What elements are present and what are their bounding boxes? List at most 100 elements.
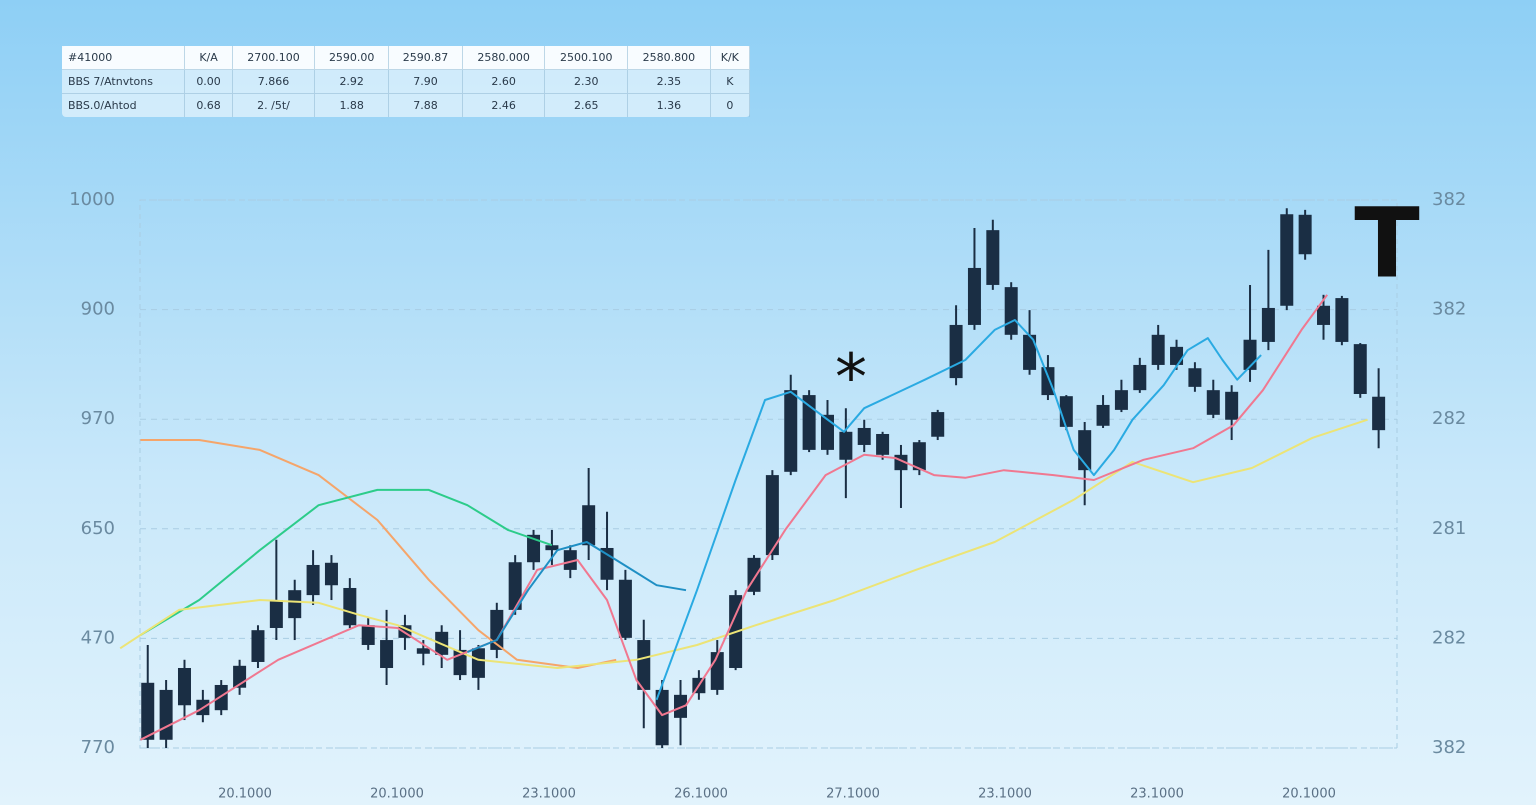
candle-body [986,230,1000,285]
candle-body [563,550,577,570]
x-axis-label: 27.1000 [826,787,880,802]
candle-body [655,689,669,746]
candle-body [949,324,963,379]
candle-body [1335,298,1349,342]
table-cell: 2700.100 [232,46,316,70]
x-axis-label: 20.1000 [218,787,272,802]
candle-body [527,534,541,563]
candle-body [269,600,283,628]
candle-body [1114,390,1128,410]
moving-average-line [467,541,687,654]
candle-body [361,625,375,645]
x-axis-label: 20.1000 [370,787,424,802]
table-cell: 0.68 [184,93,233,117]
candle-body [1206,390,1220,415]
table-cell: 7.90 [388,69,463,94]
table-cell: 0.00 [184,69,233,94]
table-cell: 0 [710,93,751,117]
table-cell: 2590.87 [388,46,463,70]
candle-body [820,414,834,450]
right-axis-label: 382 [1432,189,1466,210]
candle-body [1353,344,1367,394]
candle-body [1188,368,1202,387]
candle-body [471,648,485,678]
candle-body [141,682,155,740]
table-cell: 2580.000 [462,46,546,70]
candle-body [177,667,191,706]
left-axis-label: 970 [81,408,115,429]
right-axis-label: 282 [1432,627,1466,648]
candle-body [1225,391,1239,420]
candle-body [1317,305,1331,325]
table-cell: BBS 7/Atnvtons [62,69,186,94]
candle-body [545,545,559,551]
table-cell: 2. /5t/ [232,93,316,117]
candle-body [1280,214,1294,306]
right-axis-label: 281 [1432,518,1466,539]
x-axis-label: 26.1000 [674,787,728,802]
plot-frame [139,199,1398,749]
left-axis-label: 900 [81,299,115,320]
candle-body [839,431,853,460]
candle-body [637,640,651,690]
moving-average-line [655,319,1262,701]
candle-body [380,640,394,668]
right-axis-label: 382 [1432,299,1466,320]
candle-body [857,427,871,445]
table-cell: 2.30 [544,69,629,94]
candle-body [931,412,945,437]
table-cell: 7.88 [388,93,463,117]
candle-body [674,694,688,718]
moving-average-line [140,439,617,669]
table-cell: 7.866 [232,69,316,94]
candle-body [784,390,798,472]
candle-body [1004,287,1018,335]
table-cell: BBS.0/Ahtod [62,93,186,117]
candle-body [214,684,228,711]
annotation: T [1354,187,1419,299]
x-axis-label: 20.1000 [1282,787,1336,802]
candle-body [876,433,890,455]
data-table: #41000 K/A 2700.100 2590.00 2590.87 2580.000 2… [62,46,751,117]
annotation: * [835,342,867,416]
candle-body [765,475,779,556]
table-cell: K [710,69,751,94]
table-cell: K/A [184,46,233,70]
table-cell: 2.60 [462,69,546,94]
left-axis-label: 650 [81,518,115,539]
candle-body [967,267,981,325]
candle-body [1298,214,1312,255]
left-axis-label: 470 [81,627,115,648]
moving-average-line [139,488,553,636]
left-axis-label: 1000 [69,189,115,210]
left-axis-label: 770 [81,737,115,758]
candle-body [912,442,926,471]
candle-body [343,587,357,626]
table-cell: 2590.00 [314,46,390,70]
candle-body [324,562,338,586]
table-cell: 2.65 [544,93,629,117]
table-cell: 2500.100 [544,46,629,70]
table-row: BBS.0/Ahtod 0.68 2. /5t/1.88 7.88 2.46 2.65 1.… [62,93,751,117]
table-cell: 2.46 [462,93,546,117]
candle-body [1170,346,1184,365]
table-cell: 1.36 [627,93,711,117]
x-axis-label: 23.1000 [978,787,1032,802]
table-row: #41000 K/A 2700.100 2590.00 2590.87 2580.000 2… [62,46,751,70]
candle-body [1372,396,1386,431]
candle-body [490,609,504,650]
candle-body [1023,334,1037,370]
candle-body [159,689,173,740]
candle-body [416,648,430,654]
right-axis-label: 382 [1432,737,1466,758]
candle-body [288,590,302,619]
candle-body [1096,404,1110,426]
table-cell: K/K [710,46,751,70]
table-cell: 2.35 [627,69,711,94]
candle-body [1041,367,1055,396]
candle-body [508,562,522,610]
x-axis-label: 23.1000 [522,787,576,802]
moving-average-line [139,294,1329,741]
